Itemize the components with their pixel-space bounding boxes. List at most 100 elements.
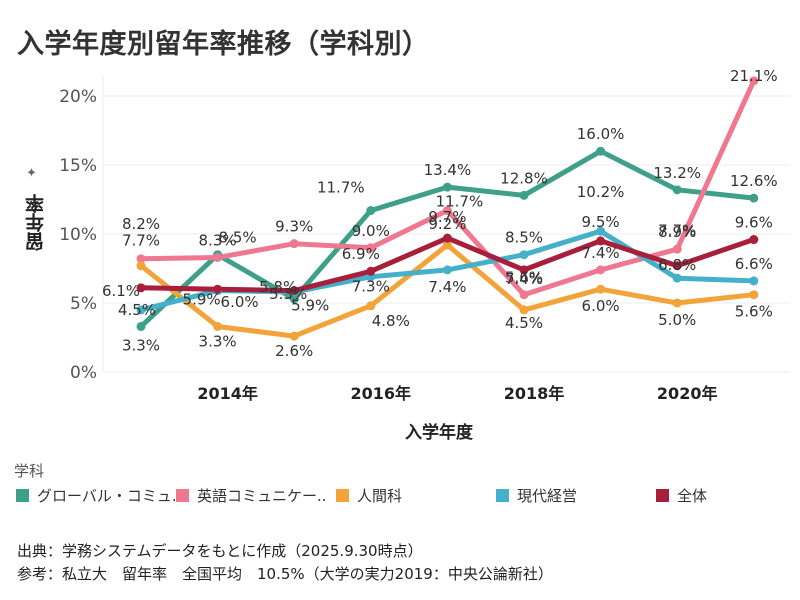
data-label: 6.1% — [102, 282, 140, 300]
data-label: 12.6% — [730, 172, 778, 190]
legend-label: 現代経営 — [517, 487, 578, 505]
data-point — [519, 265, 529, 275]
data-label: 5.0% — [658, 311, 696, 329]
data-label: 11.7% — [317, 179, 365, 197]
data-point — [442, 233, 452, 243]
data-label: 5.6% — [505, 269, 543, 287]
legend-swatch — [16, 489, 29, 502]
data-label: 12.8% — [500, 169, 548, 187]
y-tick-label: 0% — [70, 363, 97, 383]
data-point — [366, 206, 376, 216]
data-label: 4.5% — [118, 301, 156, 319]
data-label: 9.6% — [735, 214, 773, 232]
data-label: 5.9% — [183, 291, 221, 309]
legend-swatch — [656, 489, 669, 502]
data-label: 8.9% — [658, 223, 696, 241]
legend-label: 全体 — [677, 487, 708, 505]
data-point — [519, 290, 529, 300]
data-point — [289, 239, 299, 249]
data-label: 6.6% — [735, 255, 773, 273]
x-tick-label: 2018年 — [504, 384, 565, 403]
data-label: 7.4% — [582, 244, 620, 262]
legend-item-english-comm[interactable]: 英語コミュニケー.. — [176, 485, 327, 506]
source-note: 出典：学務システムデータをもとに作成（2025.9.30時点） — [17, 542, 423, 560]
data-point — [289, 331, 299, 341]
y-axis-title: 留年率 — [25, 194, 47, 251]
data-point — [596, 226, 606, 236]
legend-item-modern-management[interactable]: 現代経営 — [496, 485, 577, 506]
data-label: 13.2% — [653, 164, 701, 182]
data-label: 7.4% — [505, 270, 543, 288]
legend-item-global-comm[interactable]: グローバル・コミュ.. — [16, 485, 181, 506]
legend-label: グローバル・コミュ.. — [37, 487, 182, 505]
data-point — [366, 243, 376, 253]
data-point — [749, 290, 759, 300]
data-point — [596, 284, 606, 294]
legend-title: 学科 — [14, 462, 45, 480]
data-label: 21.1% — [730, 67, 778, 85]
data-label: 3.3% — [122, 336, 160, 354]
data-point — [749, 276, 759, 286]
legend-label: 人間科 — [357, 487, 403, 505]
data-point — [596, 265, 606, 275]
y-tick-label: 20% — [59, 87, 97, 107]
data-point — [366, 266, 376, 276]
y-tick-label: 15% — [59, 156, 97, 176]
legend-swatch — [496, 489, 509, 502]
data-label: 13.4% — [424, 161, 472, 179]
data-label: 5.3% — [269, 285, 307, 303]
x-axis-title: 入学年度 — [405, 423, 473, 443]
data-label: 6.9% — [342, 245, 380, 263]
x-tick-label: 2016年 — [351, 384, 412, 403]
footer: 出典：学務システムデータをもとに作成（2025.9.30時点） 参考：私立大 留… — [17, 540, 553, 586]
data-point — [442, 265, 452, 275]
data-label: 3.3% — [199, 332, 237, 350]
data-point — [519, 190, 529, 200]
data-label: 10.2% — [577, 183, 625, 201]
legend: グローバル・コミュ.. 英語コミュニケー.. 人間科 現代経営 全体 — [16, 485, 796, 505]
chart-title: 入学年度別留年率推移（学科別） — [17, 29, 430, 60]
series-points — [136, 76, 759, 341]
data-label: 9.3% — [275, 218, 313, 236]
x-tick-label: 2020年 — [657, 384, 718, 403]
data-point — [442, 206, 452, 216]
data-point — [672, 273, 682, 283]
data-point — [672, 298, 682, 308]
legend-item-overall[interactable]: 全体 — [656, 485, 707, 506]
data-label: 7.4% — [428, 278, 466, 296]
y-tick-label: 10% — [59, 225, 97, 245]
data-label: 2.6% — [275, 342, 313, 360]
data-label: 5.6% — [735, 303, 773, 321]
data-label: 8.2% — [122, 215, 160, 233]
data-point — [442, 182, 452, 192]
data-label: 6.0% — [582, 297, 620, 315]
data-point — [366, 301, 376, 311]
reference-note: 参考：私立大 留年率 全国平均 10.5%（大学の実力2019：中央公論新社） — [17, 565, 553, 583]
pin-icon[interactable]: ✦ — [26, 166, 37, 181]
data-point — [213, 252, 223, 262]
data-point — [442, 240, 452, 250]
data-point — [596, 236, 606, 246]
data-label: 9.2% — [428, 215, 466, 233]
data-label: 6.8% — [658, 256, 696, 274]
data-point — [136, 321, 146, 331]
data-label: 7.7% — [122, 232, 160, 250]
data-point — [672, 244, 682, 254]
data-point — [749, 235, 759, 245]
data-label: 8.5% — [505, 229, 543, 247]
legend-label: 英語コミュニケー.. — [197, 487, 327, 505]
data-point — [749, 193, 759, 203]
data-label: 16.0% — [577, 125, 625, 143]
data-label: 11.7% — [436, 193, 484, 211]
y-axis-ticks: 0% 5% 10% 15% 20% — [59, 87, 97, 383]
data-label: 5.9% — [291, 297, 329, 315]
x-tick-label: 2014年 — [197, 384, 258, 403]
data-point — [213, 284, 223, 294]
x-axis-ticks: 2014年 2016年 2018年 2020年 — [197, 384, 717, 403]
data-point — [136, 254, 146, 264]
data-label: 4.8% — [372, 312, 410, 330]
legend-item-human-sciences[interactable]: 人間科 — [336, 485, 402, 506]
data-point — [749, 76, 759, 86]
legend-swatch — [336, 489, 349, 502]
data-point — [672, 185, 682, 195]
